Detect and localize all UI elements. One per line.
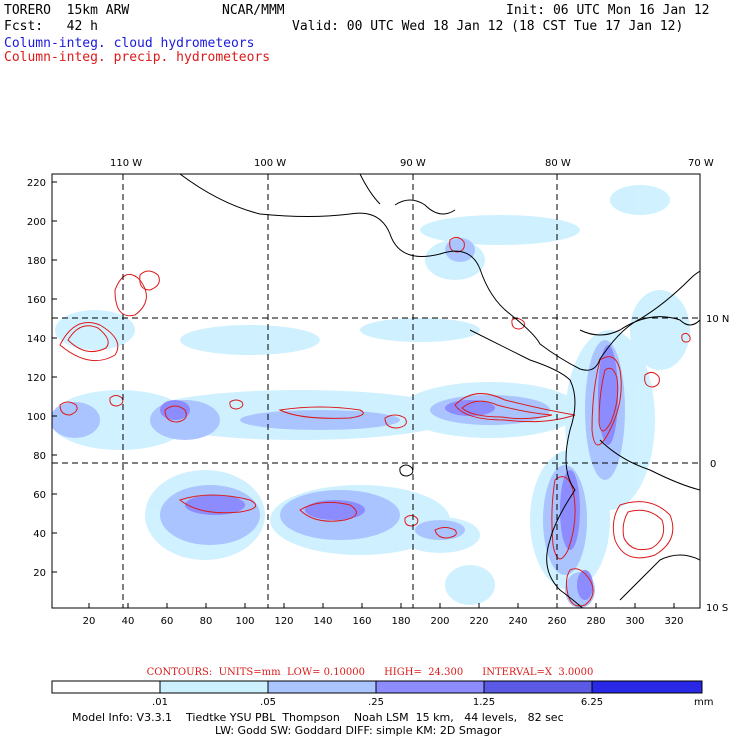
valid-time: Valid: 00 UTC Wed 18 Jan 12 (18 CST Tue …: [292, 19, 684, 34]
coastlines: [179, 174, 700, 608]
grid-x-label: 20: [83, 616, 96, 627]
grid-y-label: 60: [33, 490, 46, 501]
colorbar-label: 6.25: [581, 697, 603, 708]
grid-x-label: 280: [586, 616, 605, 627]
organization-label: NCAR/MMM: [222, 3, 285, 18]
grid-x-label: 220: [469, 616, 488, 627]
colorbar-label: 1.25: [473, 697, 495, 708]
grid-y-label: 80: [33, 451, 46, 462]
field-cloud-label: Column-integ. cloud hydrometeors: [4, 36, 255, 51]
map-frame: [51, 173, 701, 609]
colorbar: [51, 680, 703, 694]
grid-x-label: 320: [664, 616, 683, 627]
grid-x-label: 100: [235, 616, 254, 627]
grid-x-label: 160: [352, 616, 371, 627]
grid-x-label: 200: [430, 616, 449, 627]
grid-y-label: 120: [27, 373, 46, 384]
grid-x-label: 40: [122, 616, 135, 627]
grid-x-label: 140: [313, 616, 332, 627]
grid-y-label: 100: [27, 412, 46, 423]
graticule: [52, 174, 700, 608]
grid-x-label: 180: [391, 616, 410, 627]
model-info-line2: LW: Godd SW: Goddard DIFF: simple KM: 2D…: [215, 724, 502, 737]
grid-x-label: 60: [161, 616, 174, 627]
lat-label: 0: [710, 459, 716, 470]
grid-x-label: 80: [200, 616, 213, 627]
grid-y-label: 180: [27, 256, 46, 267]
lat-label: 10 S: [706, 603, 728, 614]
forecast-hour: Fcst: 42 h: [4, 19, 98, 34]
colorbar-label: .25: [368, 697, 384, 708]
grid-x-label: 240: [508, 616, 527, 627]
axis-ticks: [52, 181, 675, 608]
grid-y-label: 40: [33, 529, 46, 540]
colorbar-unit: mm: [694, 697, 713, 708]
hydrometeor-field: [52, 174, 700, 608]
colorbar-label: .05: [260, 697, 276, 708]
init-time: Init: 06 UTC Mon 16 Jan 12: [506, 3, 710, 18]
lon-label: 90 W: [400, 158, 426, 169]
lon-label: 80 W: [545, 158, 571, 169]
contour-info: CONTOURS: UNITS=mm LOW= 0.10000 HIGH= 24…: [146, 667, 594, 678]
grid-y-label: 20: [33, 568, 46, 579]
precip-contours: [59, 236, 691, 607]
field-precip-label: Column-integ. precip. hydrometeors: [4, 50, 271, 65]
lon-label: 100 W: [254, 158, 286, 169]
grid-x-label: 260: [547, 616, 566, 627]
grid-x-label: 120: [274, 616, 293, 627]
lon-label: 70 W: [688, 158, 714, 169]
model-title: TORERO 15km ARW: [4, 3, 130, 18]
lon-label: 110 W: [110, 158, 142, 169]
grid-y-label: 140: [27, 334, 46, 345]
model-info-line1: Model Info: V3.3.1 Tiedtke YSU PBL Thomp…: [72, 711, 564, 724]
grid-x-label: 300: [625, 616, 644, 627]
lat-label: 10 N: [706, 314, 729, 325]
grid-y-label: 160: [27, 295, 46, 306]
grid-y-label: 200: [27, 217, 46, 228]
colorbar-label: .01: [152, 697, 168, 708]
grid-y-label: 220: [27, 178, 46, 189]
